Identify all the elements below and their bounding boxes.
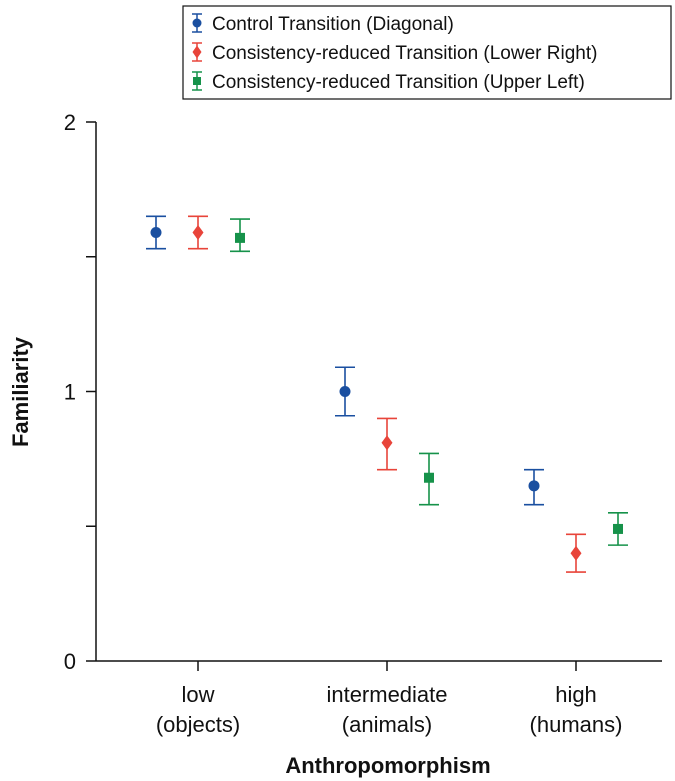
legend-box (182, 5, 672, 100)
series-layer (146, 215, 628, 573)
legend: Control Transition (Diagonal) Consistency… (182, 5, 672, 100)
x-tick-label-sub: (animals) (342, 712, 432, 737)
legend-label: Control Transition (Diagonal) (212, 14, 454, 35)
data-point (339, 386, 351, 397)
series-1 (146, 215, 544, 506)
axes (95, 122, 662, 662)
legend-marker (192, 45, 202, 59)
series-3 (230, 218, 628, 546)
x-tick-label-sub: (objects) (156, 712, 240, 737)
series-2 (188, 215, 586, 573)
y-axis-title: Familiarity (8, 336, 33, 447)
data-point (150, 226, 162, 238)
x-tick-label: high (555, 682, 597, 707)
y-tick-label: 1 (64, 380, 76, 405)
legend-entry-3: Consistency-reduced Transition (Upper Le… (192, 71, 585, 93)
x-ticks: low (objects) intermediate (animals) high (hu… (156, 661, 623, 737)
x-tick-label: low (181, 682, 214, 707)
y-tick-label: 0 (64, 649, 76, 674)
data-point (613, 523, 623, 534)
data-point (424, 472, 434, 483)
legend-marker (192, 18, 202, 28)
legend-entry-1: Control Transition (Diagonal) (192, 13, 454, 35)
x-tick-label-sub: (humans) (530, 712, 623, 737)
legend-entry-2: Consistency-reduced Transition (Lower Ri… (192, 42, 597, 64)
data-point (570, 545, 582, 561)
data-point (528, 480, 540, 492)
data-point (381, 435, 393, 451)
x-tick-label: intermediate (326, 682, 447, 707)
data-point (235, 232, 245, 243)
y-tick-label: 2 (64, 110, 76, 135)
data-point (192, 224, 204, 240)
legend-label: Consistency-reduced Transition (Lower Ri… (212, 43, 597, 64)
x-axis-title: Anthropomorphism (285, 753, 490, 778)
legend-marker (193, 77, 201, 85)
legend-label: Consistency-reduced Transition (Upper Le… (212, 72, 585, 93)
y-ticks: 0 1 2 (64, 110, 96, 674)
